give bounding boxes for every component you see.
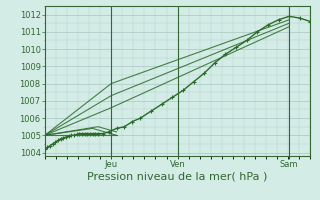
X-axis label: Pression niveau de la mer( hPa ): Pression niveau de la mer( hPa ) (87, 172, 268, 182)
